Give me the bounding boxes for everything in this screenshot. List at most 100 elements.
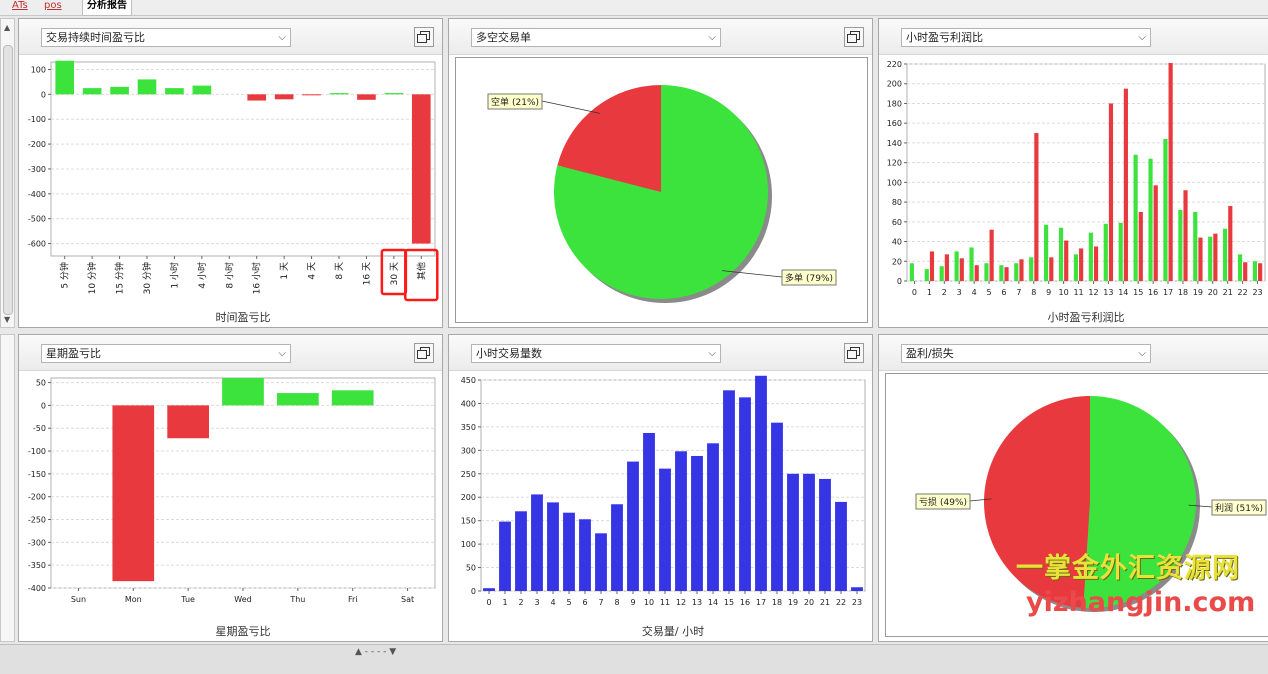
- bar: [1073, 254, 1079, 281]
- bar: [999, 265, 1004, 281]
- pie-label-text: 亏损 (49%): [919, 496, 967, 508]
- pie-label-name: 亏损: [919, 496, 937, 508]
- expand-button[interactable]: [844, 27, 864, 47]
- bar: [969, 247, 974, 281]
- chart-type-select[interactable]: 多空交易单 ⌵: [471, 28, 721, 47]
- bar: [1198, 237, 1203, 281]
- bar: [1044, 224, 1049, 281]
- bar: [1213, 233, 1218, 281]
- x-tick-label: 7: [598, 598, 603, 607]
- expand-button[interactable]: [414, 27, 434, 47]
- tab-analysis-report[interactable]: 分析报告: [82, 0, 132, 16]
- x-tick-label: 16: [1148, 288, 1158, 297]
- y-tick-label: -400: [28, 190, 46, 199]
- tab-pos[interactable]: pos: [44, 0, 62, 11]
- chart-svg: 50 0 -50 -100 -150 -200 -250 -300 -350 -400 Sun Mon…: [28, 377, 436, 638]
- x-tick-label: Sun: [71, 595, 86, 604]
- select-value: 交易持续时间盈亏比: [46, 31, 145, 44]
- bar: [357, 94, 376, 100]
- bar: [1133, 154, 1138, 281]
- y-tick-label: 50: [466, 564, 476, 573]
- x-tick-label: 8 小时: [223, 262, 235, 289]
- bar: [112, 405, 155, 582]
- chart-profit-loss: 亏损 (49%) 利润 (51%): [885, 373, 1268, 637]
- x-tick-label: Wed: [234, 595, 251, 604]
- y-tick-label: 220: [887, 60, 902, 69]
- bar: [984, 263, 989, 281]
- bar: [675, 451, 687, 591]
- bar: [627, 461, 639, 591]
- y-tick-label: 300: [461, 446, 476, 455]
- y-tick-label: 200: [887, 80, 902, 89]
- y-tick-label: 160: [887, 119, 902, 128]
- y-tick-label: 350: [461, 423, 476, 432]
- x-tick-label: 10: [1059, 288, 1069, 297]
- x-axis-title: 交易量/ 小时: [642, 624, 704, 638]
- tab-ats[interactable]: ATs: [12, 0, 28, 11]
- bar: [1029, 257, 1034, 281]
- bar: [939, 266, 944, 281]
- scroll-up-icon[interactable]: ▲: [4, 23, 11, 32]
- bar: [274, 94, 294, 100]
- x-tick-label: 7: [1016, 288, 1021, 297]
- bar: [384, 93, 404, 95]
- pie-label-box: [915, 493, 971, 510]
- x-tick-label: 19: [788, 598, 798, 607]
- pie-label: 利润 (51%): [1211, 499, 1267, 516]
- y-tick-label: 140: [887, 139, 902, 148]
- x-axis-title: 星期盈亏比: [216, 625, 271, 638]
- bar: [1193, 211, 1198, 281]
- y-tick-label: 120: [887, 159, 902, 168]
- bar: [1148, 158, 1153, 281]
- splitter-grip-icon[interactable]: ▲ - - - - ▼: [355, 647, 397, 657]
- x-tick-label: 30 分钟: [141, 262, 153, 294]
- bottom-splitter[interactable]: ▲ - - - - ▼: [0, 644, 1268, 674]
- x-tick-label: Fri: [348, 595, 358, 604]
- x-tick-label: 21: [820, 598, 830, 607]
- expand-button[interactable]: [414, 343, 434, 363]
- scroll-thumb[interactable]: [3, 45, 13, 315]
- left-scrollbar[interactable]: ▲ ▼: [0, 18, 15, 328]
- chart-type-select[interactable]: 交易持续时间盈亏比 ⌵: [41, 28, 291, 47]
- chevron-down-icon: ⌵: [1138, 348, 1146, 359]
- chevron-down-icon: ⌵: [708, 348, 716, 359]
- bar: [1049, 257, 1054, 281]
- chart-duration-pnl: 100 0 -100 -200 -300 -400 -500 -600 5 分钟 10 分钟 15 …: [19, 56, 442, 327]
- x-tick-label: 2: [518, 598, 523, 607]
- select-value: 多空交易单: [476, 31, 531, 44]
- chart-type-select[interactable]: 小时交易量数 ⌵: [471, 344, 721, 363]
- chart-type-select[interactable]: 小时盈亏利润比 ⌵: [901, 28, 1151, 47]
- chart-type-select[interactable]: 盈利/损失 ⌵: [901, 344, 1151, 363]
- bar: [611, 504, 623, 591]
- bar: [959, 258, 964, 281]
- x-tick-label: 1: [927, 288, 932, 297]
- bar: [909, 263, 914, 281]
- y-tick-label: 20: [892, 257, 902, 266]
- x-tick-label: 17: [1163, 288, 1173, 297]
- top-tab-bar: ATs pos 分析报告: [0, 0, 1268, 16]
- bar: [787, 473, 799, 591]
- scroll-down-icon[interactable]: ▼: [4, 315, 11, 324]
- pie-label: 亏损 (49%): [915, 493, 971, 510]
- y-tick-label: -350: [28, 561, 46, 570]
- expand-button[interactable]: [844, 343, 864, 363]
- pie-leader-line: [541, 100, 601, 114]
- y-tick-label: 80: [892, 198, 902, 207]
- chart-type-select[interactable]: 星期盈亏比 ⌵: [41, 344, 291, 363]
- panel-weekday-pnl: 星期盈亏比 ⌵ 50 0 -50 -100 -150 -200 -250 -300 -350 -40…: [18, 334, 443, 642]
- x-tick-label: 0: [486, 598, 491, 607]
- x-tick-label: 5: [566, 598, 571, 607]
- x-tick-label: Tue: [180, 595, 195, 604]
- x-tick-label: 30 天: [390, 262, 400, 285]
- bar: [1118, 222, 1123, 281]
- bar: [222, 378, 264, 406]
- bar: [944, 254, 949, 281]
- x-tick-label: 18: [1178, 288, 1188, 297]
- bar: [1093, 246, 1099, 281]
- pie-slice: [1083, 396, 1196, 608]
- chart-long-short: 空单 (21%) 多单 (79%): [455, 57, 868, 323]
- pie-label-pct: (49%): [940, 498, 967, 508]
- y-tick-label: 100: [887, 178, 902, 187]
